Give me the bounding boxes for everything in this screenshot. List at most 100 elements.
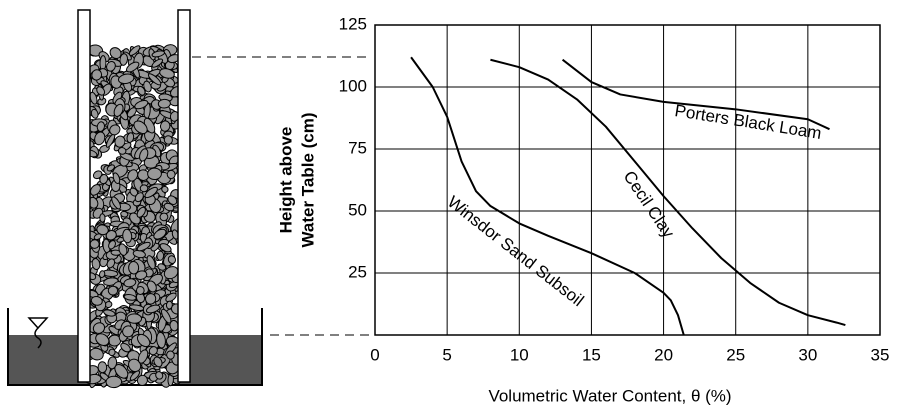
particle (165, 292, 177, 303)
particle (159, 120, 171, 132)
y-tick-label: 75 (348, 138, 367, 157)
x-tick-label: 25 (726, 345, 745, 364)
particle (167, 255, 177, 264)
particle (103, 309, 116, 317)
x-tick-label: 20 (654, 345, 673, 364)
particle (99, 173, 109, 185)
y-axis-label: Height above (276, 127, 295, 234)
x-tick-label: 15 (582, 345, 601, 364)
particle (145, 304, 161, 314)
particle (156, 331, 166, 349)
particle (156, 250, 165, 261)
particle (118, 243, 128, 256)
particle (117, 73, 135, 85)
particle (147, 167, 162, 181)
particle (139, 184, 149, 193)
particle (109, 124, 121, 136)
particle (123, 294, 137, 301)
particle (90, 295, 103, 306)
particle (91, 69, 103, 81)
particle (143, 80, 152, 93)
particle (148, 346, 158, 356)
particle (167, 195, 178, 205)
particle (105, 375, 123, 389)
particle (105, 230, 117, 241)
x-tick-label: 30 (798, 345, 817, 364)
particle (129, 370, 141, 381)
particle (134, 99, 149, 110)
particle (155, 371, 164, 380)
particle (114, 364, 129, 379)
particle (157, 263, 167, 271)
particle (108, 348, 116, 357)
y-tick-label: 25 (348, 262, 367, 281)
column-wall (177, 9, 191, 383)
particle (108, 240, 116, 250)
x-tick-label: 10 (510, 345, 529, 364)
curve (490, 58, 846, 327)
particle (90, 108, 99, 119)
particle (119, 53, 128, 66)
particle (120, 210, 129, 218)
water-level-symbol (27, 317, 49, 330)
particle (146, 255, 156, 270)
tank (7, 308, 263, 386)
x-tick-label: 0 (370, 345, 379, 364)
particle (107, 356, 118, 370)
particle (95, 333, 110, 346)
particle (122, 325, 135, 338)
particle (107, 285, 119, 296)
particle (151, 50, 165, 58)
curve (561, 58, 830, 131)
particle (133, 120, 148, 135)
particle (99, 213, 106, 223)
x-tick-label: 35 (871, 345, 890, 364)
particle (120, 342, 131, 353)
particle (106, 164, 115, 172)
particle (137, 85, 146, 96)
particle (137, 349, 149, 364)
particle (126, 132, 135, 143)
particle (117, 147, 127, 155)
x-tick-label: 5 (442, 345, 451, 364)
particle (112, 172, 121, 185)
particle (106, 258, 116, 269)
particle (126, 61, 140, 73)
particle (113, 103, 124, 117)
particle (161, 308, 172, 324)
particle (136, 333, 151, 348)
particle (163, 135, 173, 145)
particle (126, 107, 137, 118)
particle (165, 300, 173, 310)
particle (89, 184, 101, 196)
particle (159, 212, 169, 222)
soil-column-diagram (7, 9, 370, 389)
particle (126, 313, 143, 324)
y-tick-label: 100 (339, 76, 367, 95)
particle (159, 68, 175, 79)
particle (136, 206, 146, 218)
particle (144, 186, 158, 199)
particle (122, 228, 133, 244)
particle (91, 258, 101, 271)
particle (96, 121, 105, 132)
particle (97, 361, 108, 374)
particle (161, 185, 169, 193)
particle (166, 350, 175, 360)
curve-label: Winsdor Sand Subsoil (444, 192, 588, 310)
particle (111, 196, 121, 210)
particle (93, 233, 102, 241)
particle (153, 356, 163, 368)
particle (159, 243, 172, 253)
column-wall (77, 9, 91, 383)
particle (134, 270, 148, 280)
particle (145, 293, 157, 305)
particle (136, 374, 148, 386)
particle (147, 73, 162, 86)
y-axis-label: Water Table (cm) (298, 112, 317, 247)
y-tick-label: 50 (348, 200, 367, 219)
particle (128, 45, 141, 56)
plot-frame (374, 24, 881, 336)
particle (123, 278, 137, 288)
